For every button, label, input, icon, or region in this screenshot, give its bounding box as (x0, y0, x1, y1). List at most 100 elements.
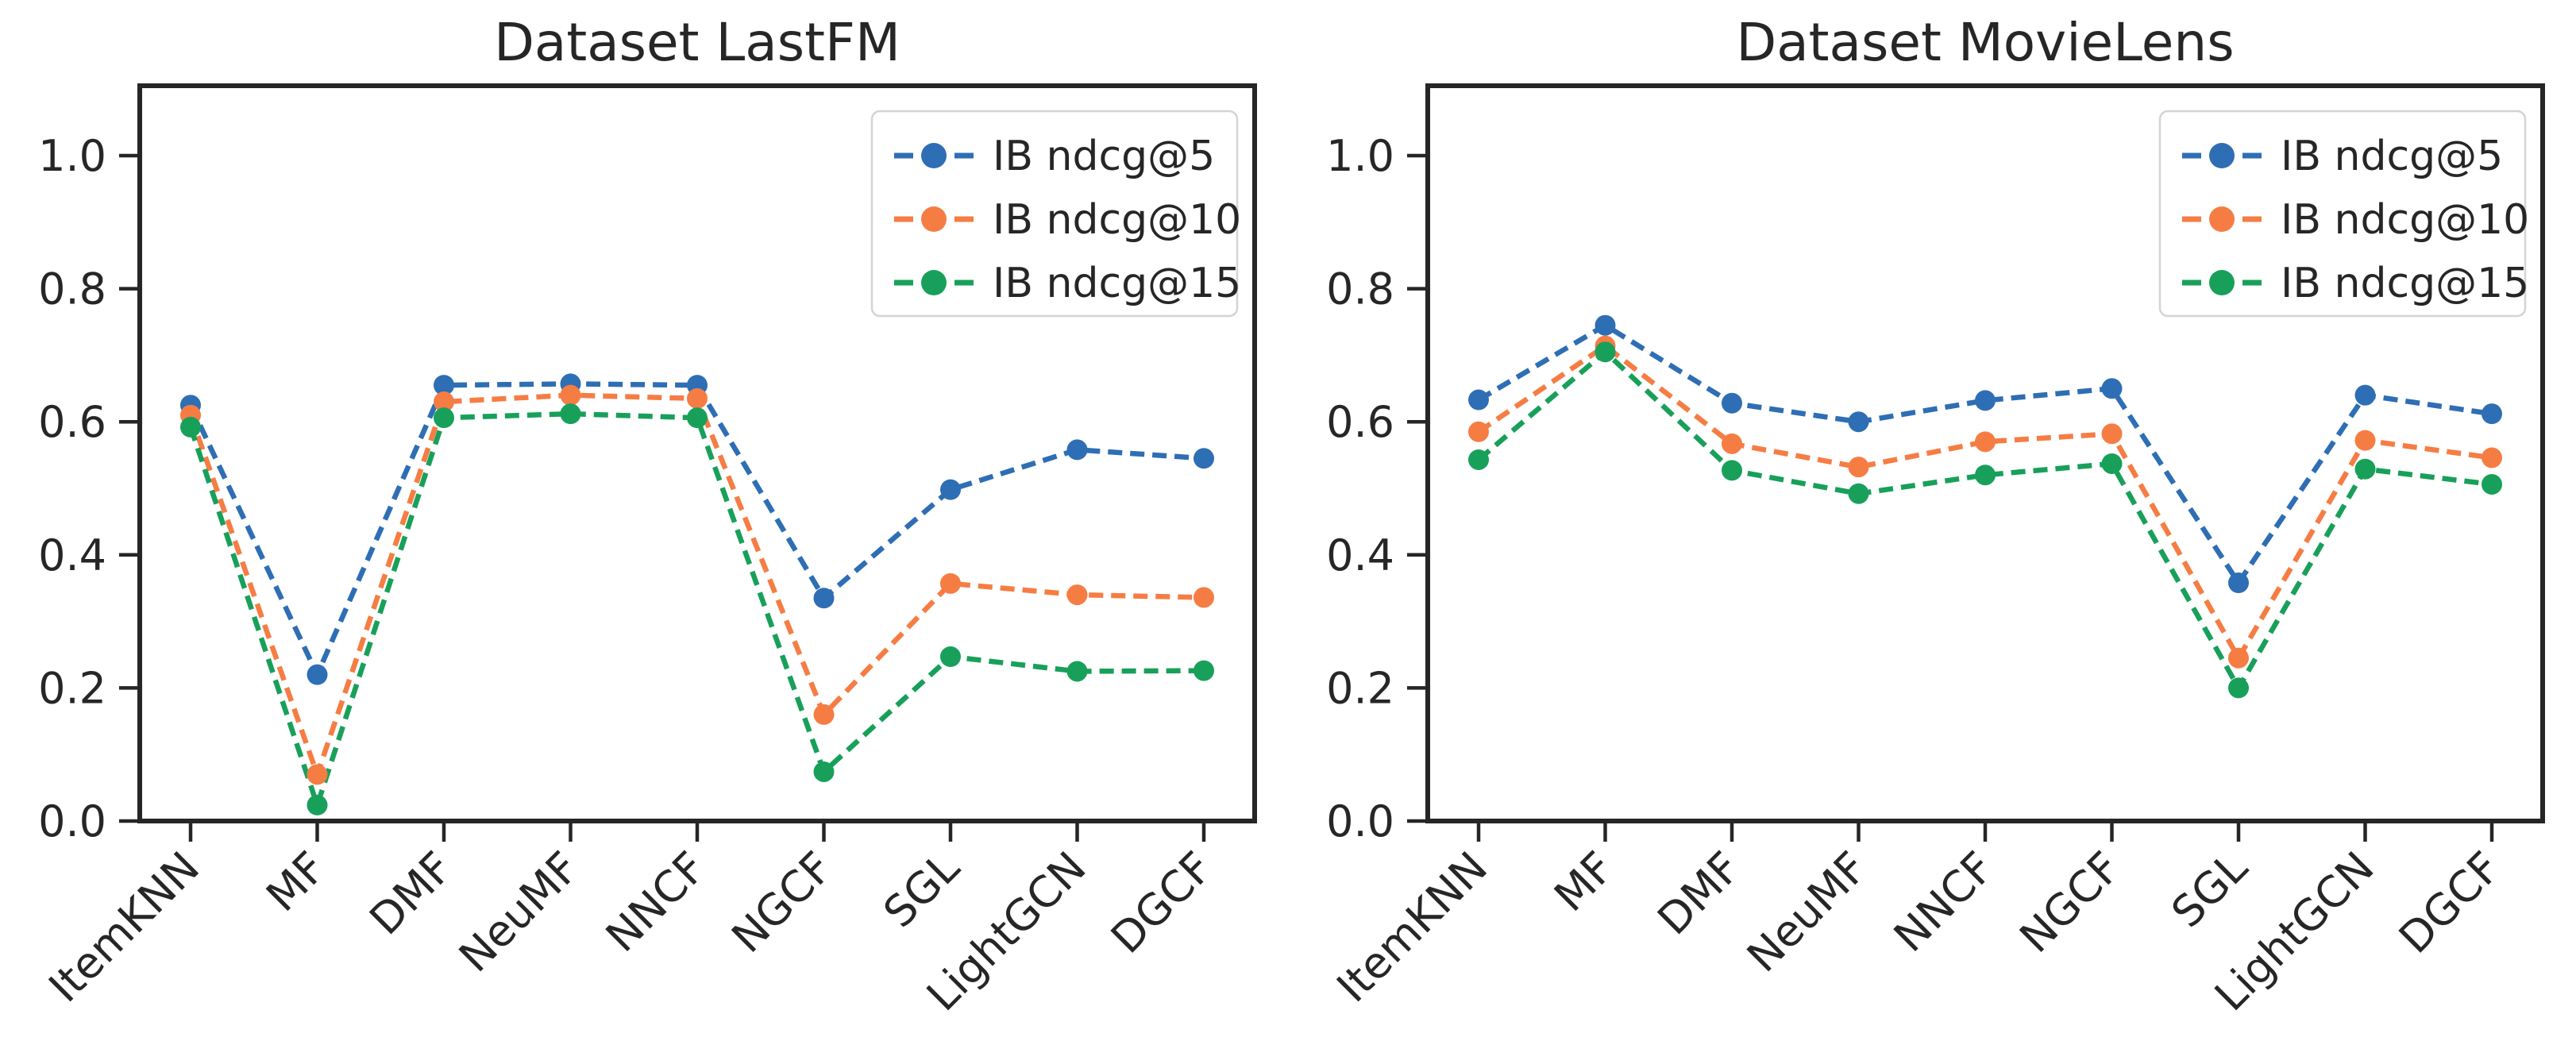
data-point (1066, 584, 1088, 606)
data-point (2482, 403, 2502, 425)
data-point (1975, 465, 1996, 486)
data-point (1194, 448, 1214, 469)
y-tick-label: 0.0 (1326, 796, 1394, 846)
x-tick-label: SGL (2162, 842, 2258, 938)
data-point (2228, 647, 2249, 669)
y-tick-label: 0.0 (38, 796, 106, 846)
y-tick-label: 0.6 (38, 397, 106, 447)
y-tick-label: 0.2 (38, 663, 106, 713)
legend-swatch-marker (2209, 143, 2235, 168)
x-tick-label: ItemKNN (1328, 842, 1498, 1012)
x-tick-label: MF (256, 842, 335, 921)
y-tick-label: 0.6 (1326, 397, 1394, 447)
x-tick-label: DGCF (1101, 842, 1222, 963)
data-point (2101, 378, 2123, 399)
legend-box (870, 110, 1239, 318)
data-point (687, 407, 708, 429)
x-tick-label: DMF (360, 842, 462, 945)
y-tick-label: 0.2 (1326, 663, 1394, 713)
legend-label: IB ndcg@15 (993, 260, 1241, 307)
legend-swatch-marker (921, 270, 947, 295)
data-point (1722, 392, 1742, 414)
x-tick-label: NNCF (1884, 842, 2003, 962)
x-tick-label: MF (1544, 842, 1623, 921)
x-tick-label: NeuMF (449, 842, 589, 982)
y-tick-label: 1.0 (1326, 131, 1394, 181)
legend-swatch-marker (2209, 206, 2235, 232)
legend-label: IB ndcg@15 (2281, 260, 2529, 307)
legend-label: IB ndcg@5 (2281, 133, 2503, 180)
y-tick-label: 0.4 (38, 530, 106, 580)
data-point (813, 761, 835, 782)
data-point (2482, 473, 2502, 495)
data-point (940, 479, 961, 500)
data-point (2101, 423, 2123, 445)
series-line-2 (1476, 349, 2493, 691)
data-point (813, 588, 835, 609)
x-tick-label: NGCF (722, 842, 842, 962)
chart-title: Dataset LastFM (494, 12, 900, 73)
y-tick-label: 1.0 (38, 131, 106, 181)
data-point (1848, 411, 1869, 433)
data-point (1194, 660, 1214, 681)
data-point (1975, 431, 1996, 453)
data-point (2228, 572, 2249, 593)
data-point (180, 416, 201, 438)
x-tick-label: SGL (874, 842, 970, 938)
data-point (307, 794, 328, 815)
data-point (2354, 430, 2376, 451)
series-line-0 (188, 381, 1205, 677)
data-point (1595, 314, 1616, 336)
chart-title: Dataset MovieLens (1736, 12, 2234, 73)
y-tick-label: 0.4 (1326, 530, 1394, 580)
series-line-2 (187, 411, 1205, 808)
legend-label: IB ndcg@10 (2281, 196, 2529, 244)
data-point (2101, 453, 2123, 474)
data-point (1722, 460, 1742, 481)
data-point (2354, 384, 2376, 406)
x-tick-label: DGCF (2389, 842, 2510, 963)
subplot-movielens: Dataset MovieLens 0.0 0.2 0.4 0.6 0.8 1.0 ItemK… (1326, 12, 2545, 1020)
data-point (307, 764, 328, 785)
data-point (560, 403, 581, 425)
subplot-lastfm: Dataset LastFM 0.0 0.2 0.4 0.6 0.8 1.0 ItemKNN M… (38, 12, 1257, 1020)
x-tick-label: DMF (1648, 842, 1750, 945)
data-point (687, 387, 708, 409)
x-tick-label: NNCF (596, 842, 715, 962)
series-line-1 (187, 392, 1205, 777)
y-tick-label: 0.8 (38, 264, 106, 314)
y-tick-label: 0.8 (1326, 264, 1394, 314)
data-point (1468, 421, 1489, 442)
legend-swatch-marker (2209, 270, 2235, 295)
data-point (434, 391, 454, 413)
data-point (1066, 439, 1088, 461)
data-point (2354, 458, 2376, 480)
data-point (940, 646, 961, 668)
legend-box (2158, 110, 2527, 318)
x-tick-label: ItemKNN (40, 842, 210, 1012)
legend-label: IB ndcg@5 (993, 133, 1215, 180)
legend-swatch-marker (921, 143, 947, 168)
data-point (1975, 390, 1996, 411)
data-point (813, 704, 835, 725)
data-point (1722, 433, 1742, 454)
data-point (1848, 457, 1869, 478)
x-tick-label: NeuMF (1737, 842, 1877, 982)
data-point (560, 384, 581, 406)
data-point (1066, 661, 1088, 682)
data-point (1848, 483, 1869, 504)
legend-label: IB ndcg@10 (993, 196, 1241, 244)
data-point (307, 664, 328, 685)
data-point (2228, 677, 2249, 699)
data-point (1468, 449, 1489, 470)
data-point (1468, 389, 1489, 411)
series-line-1 (1477, 343, 2493, 661)
data-point (1194, 587, 1214, 608)
data-point (940, 572, 961, 594)
data-point (1595, 341, 1616, 363)
data-point (434, 375, 454, 396)
legend-swatch-marker (921, 206, 947, 232)
x-tick-label: NGCF (2010, 842, 2130, 962)
